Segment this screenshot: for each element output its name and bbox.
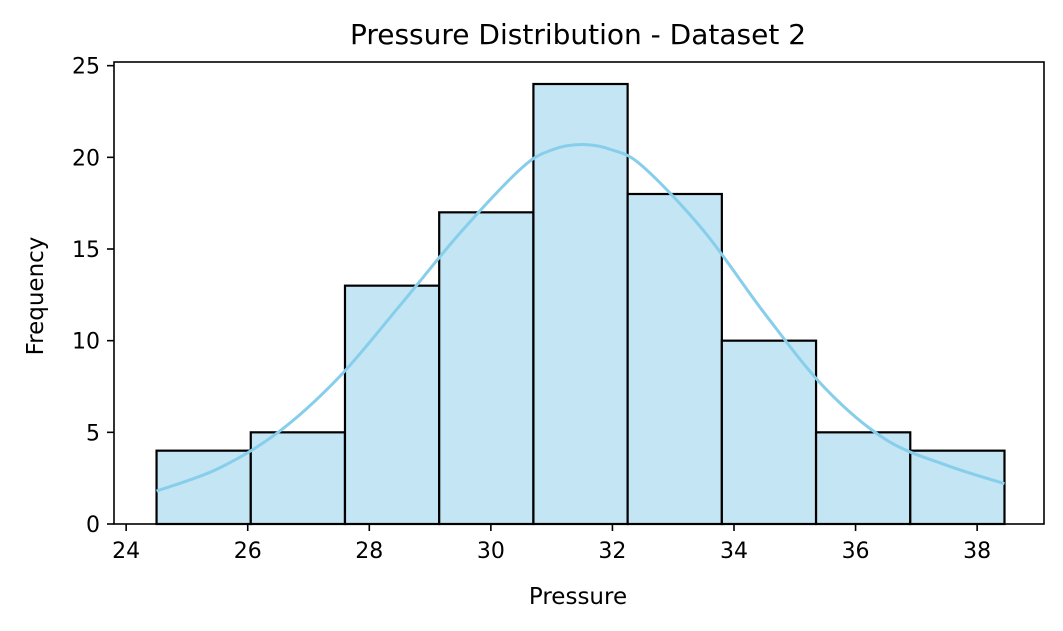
histogram-bar-2 [343,284,441,526]
kde-line [156,142,1005,493]
x-tick-label: 26 [234,539,262,564]
x-tick-label: 32 [598,539,626,564]
x-tick-label: 24 [112,539,140,564]
histogram-bar-6 [720,339,818,526]
chart-title: Pressure Distribution - Dataset 2 [350,18,806,51]
histogram-bar-4 [532,82,629,526]
histogram-bar-8 [909,449,1006,526]
y-tick-label: 5 [86,421,100,446]
x-axis-ticks: 24 26 28 30 32 34 36 38 [112,524,991,564]
y-axis-label: Frequency [23,237,49,356]
y-tick-label: 10 [72,330,100,355]
y-tick-label: 20 [72,146,100,171]
histogram-bar-3 [438,211,535,526]
plot-frame [113,61,1045,525]
x-tick-label: 28 [355,539,383,564]
x-axis-label: Pressure [529,584,627,610]
y-tick-label: 15 [72,238,100,263]
y-axis-ticks: 0 5 10 15 20 25 [72,55,114,538]
histogram-bar-5 [626,192,723,526]
histogram-bar-1 [249,431,347,526]
bars-group [155,82,1006,526]
x-tick-label: 36 [842,539,870,564]
y-tick-label: 0 [86,513,100,538]
x-tick-label: 38 [963,539,991,564]
x-tick-label: 34 [720,539,748,564]
y-tick-label: 25 [72,55,100,80]
x-tick-label: 30 [477,539,505,564]
